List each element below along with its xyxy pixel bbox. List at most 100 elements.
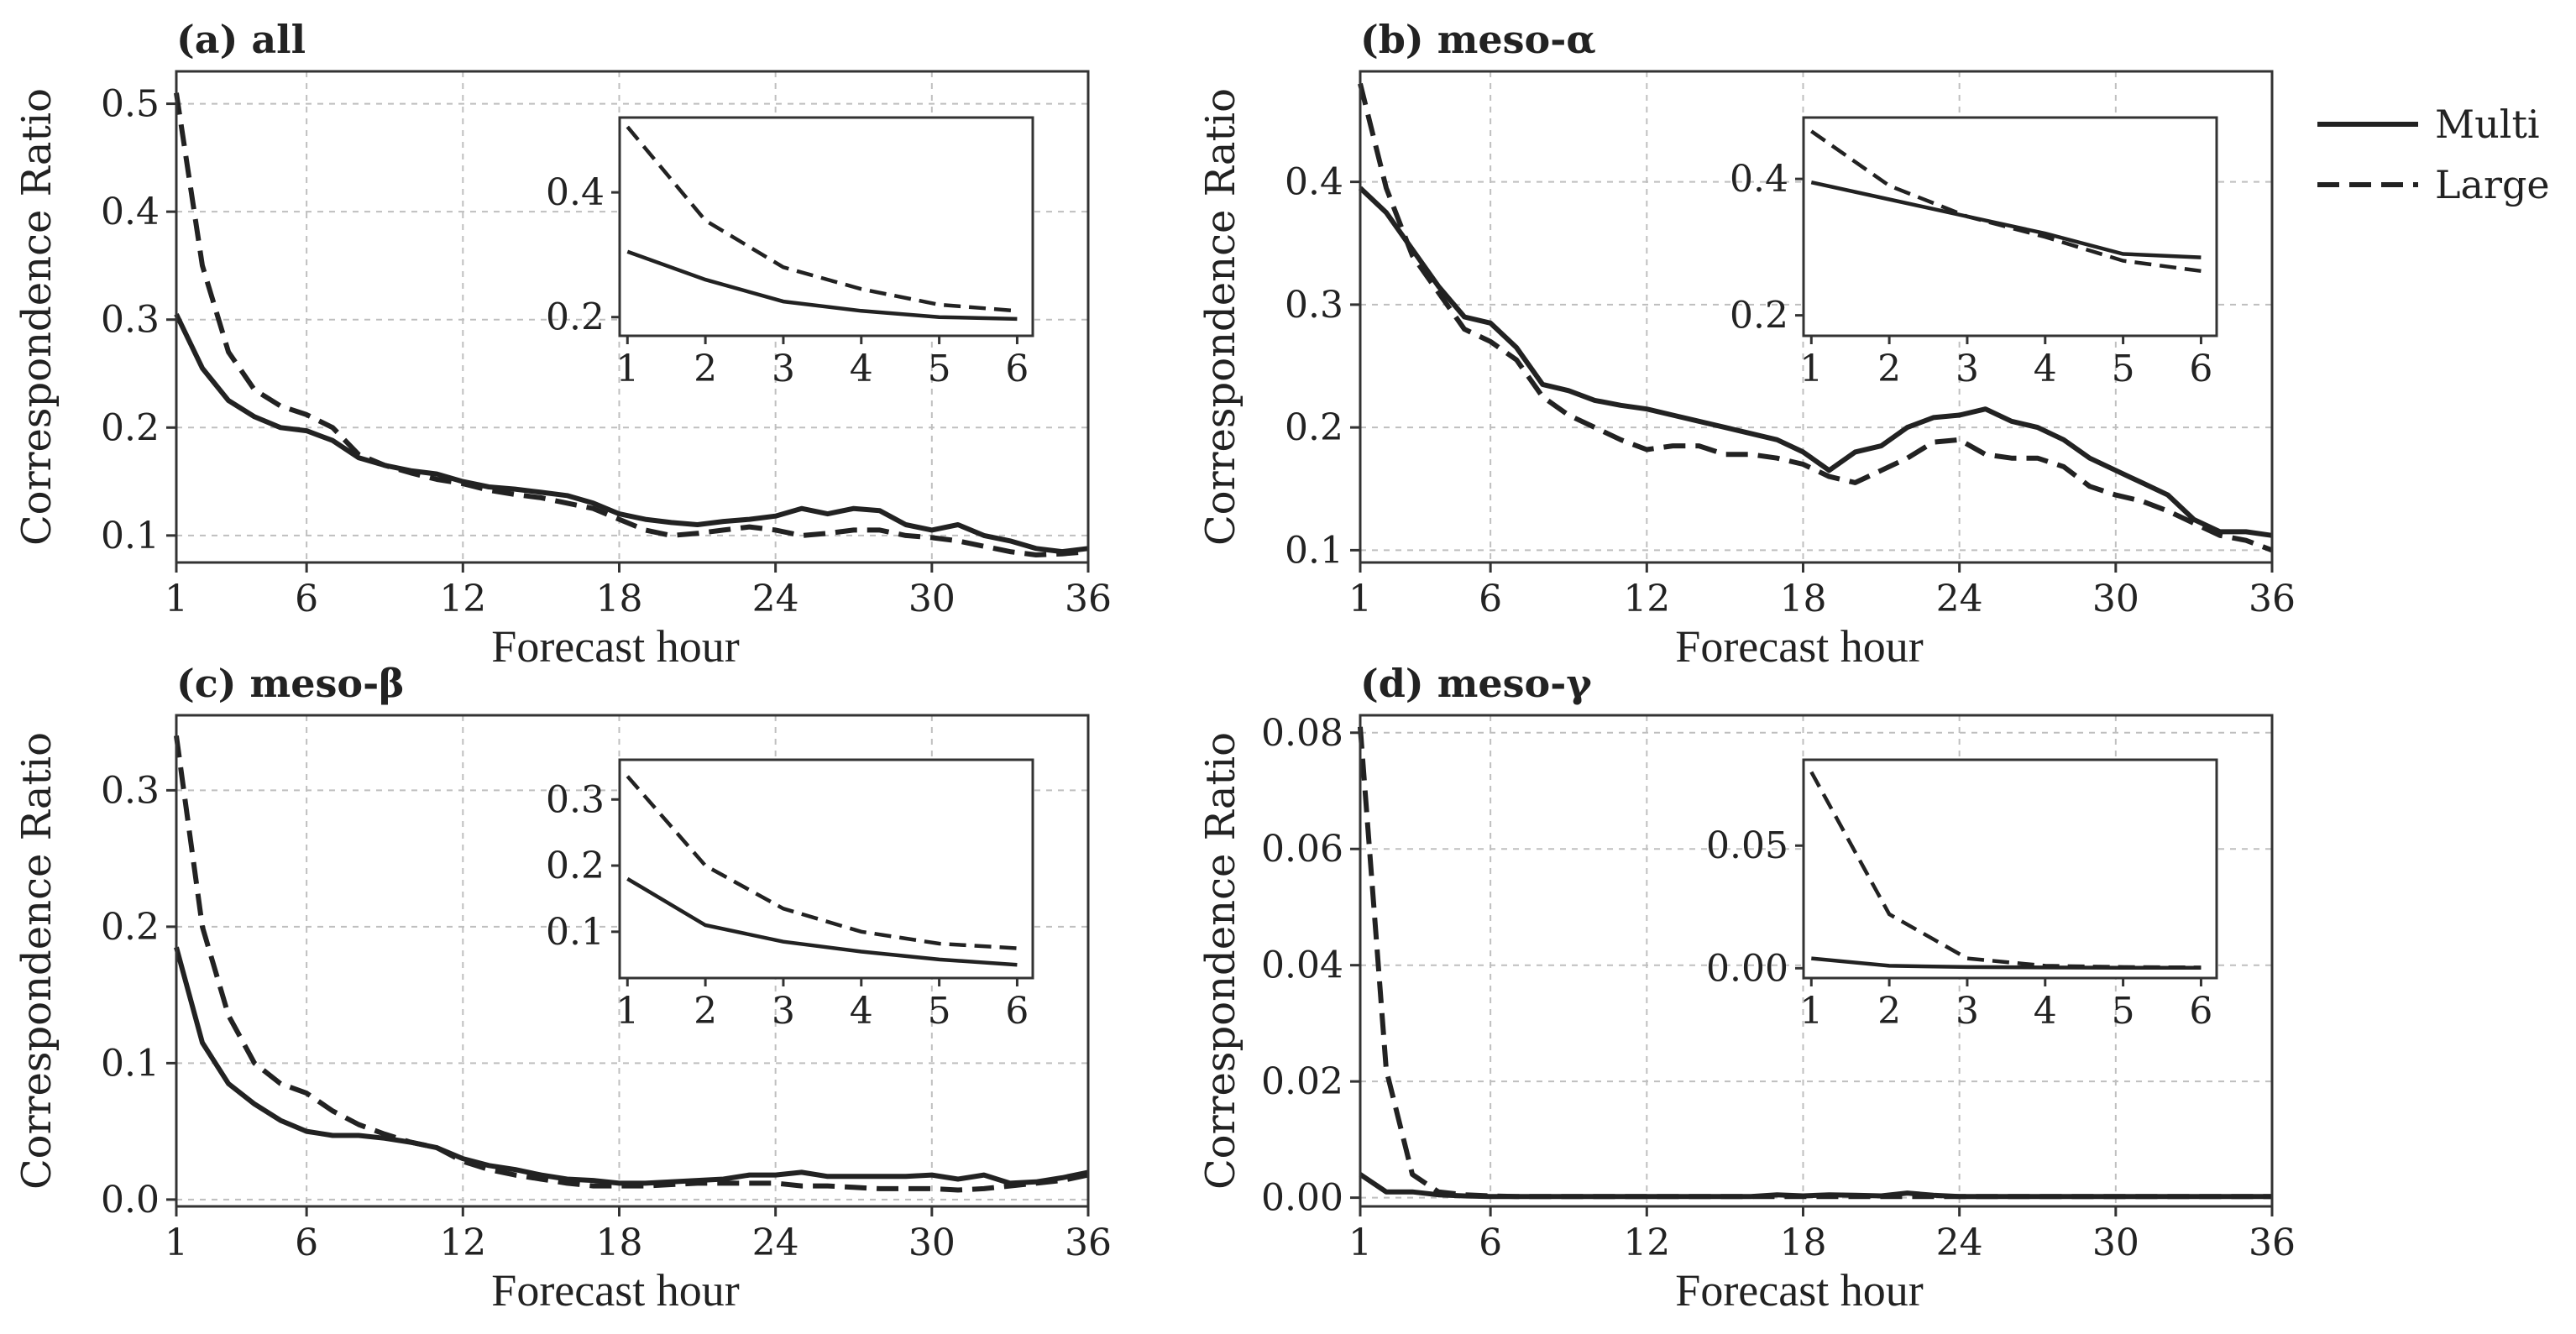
x-tick-label: 30: [2092, 578, 2139, 620]
inset-series-line-multi: [626, 249, 1018, 322]
x-tick-label: 24: [1936, 578, 1983, 620]
series-line-large: [174, 92, 1089, 557]
x-tick-label: 18: [595, 578, 642, 620]
series-line-large: [1358, 82, 2274, 553]
x-tick-label: 6: [295, 1222, 318, 1264]
y-tick-label: 0.2: [101, 406, 160, 449]
x-tick-label: 12: [1623, 578, 1670, 620]
plot-frame: [175, 714, 1090, 1208]
inset-y-tick-label: 0.00: [1706, 947, 1788, 990]
inset-x-tick-label: 6: [1005, 990, 1029, 1033]
inset-x-tick-label: 6: [1005, 348, 1029, 390]
legend-label-large: Large: [2435, 162, 2550, 207]
y-tick-label: 0.3: [1285, 284, 1343, 327]
series-line-multi: [174, 946, 1089, 1186]
x-tick-label: 6: [1479, 1222, 1502, 1264]
inset-x-tick-label: 2: [694, 348, 717, 390]
plot-frame: [1359, 714, 2274, 1208]
y-tick-label: 0.5: [101, 83, 160, 126]
series-line-multi: [1358, 186, 2273, 538]
inset-y-tick-label: 0.05: [1706, 824, 1788, 867]
series-line-multi: [1359, 1172, 2272, 1200]
inset-x-tick-label: 2: [1877, 348, 1901, 390]
y-axis-label: Correspondence Ratio: [13, 88, 60, 546]
inset-y-tick-label: 0.3: [546, 778, 605, 821]
x-tick-label: 12: [439, 578, 486, 620]
inset-2: 1 2 3 4 5 6 0.1 0.2 0.3: [546, 758, 1034, 1033]
panel-3: 1 6 12 18 24 30 360.000.020.040.060.08(d) meso…: [1197, 661, 2296, 1316]
inset-series-line-large: [1810, 129, 2202, 274]
y-tick-label: 0.00: [1261, 1177, 1343, 1220]
inset-x-tick-label: 5: [928, 348, 951, 390]
x-tick-label: 18: [1779, 1222, 1826, 1264]
inset-frame: [618, 758, 1034, 980]
inset-x-tick-label: 1: [1799, 990, 1823, 1033]
inset-y-tick-label: 0.2: [546, 845, 605, 887]
x-tick-label: 1: [1348, 578, 1372, 620]
plot-frame: [175, 70, 1090, 564]
inset-y-tick-label: 0.1: [546, 911, 605, 954]
series-line-large: [174, 735, 1089, 1193]
inset-y-tick-label: 0.2: [1730, 295, 1788, 337]
inset-x-tick-label: 1: [1799, 348, 1823, 390]
y-tick-label: 0.4: [1285, 161, 1343, 204]
y-tick-label: 0.1: [101, 515, 160, 557]
plot-frame: [1359, 70, 2274, 564]
y-tick-label: 0.3: [101, 769, 160, 812]
panel-title: (b) meso-α: [1360, 17, 1596, 62]
inset-x-tick-label: 1: [615, 348, 639, 390]
inset-series-line-multi: [1810, 180, 2202, 259]
inset-series-line-large: [626, 775, 1018, 950]
inset-1: 1 2 3 4 5 6 0.2 0.4: [1730, 116, 2218, 390]
y-axis-label: Correspondence Ratio: [1197, 88, 1244, 546]
y-tick-label: 0.08: [1261, 712, 1343, 755]
inset-series-line-large: [626, 125, 1018, 313]
panels: 1 6 12 18 24 30 360.10.20.30.40.5(a) allForeca…: [13, 17, 2296, 1316]
panel-2: 1 6 12 18 24 30 360.00.10.20.3(c) meso-βForeca…: [13, 661, 1112, 1316]
x-tick-label: 24: [1936, 1222, 1983, 1264]
panel-1: 1 6 12 18 24 30 360.10.20.30.4(b) meso-αForeca…: [1197, 17, 2296, 672]
x-tick-label: 12: [1623, 1222, 1670, 1264]
x-tick-label: 1: [165, 578, 188, 620]
panel-title: (c) meso-β: [176, 661, 405, 706]
inset-0: 1 2 3 4 5 6 0.2 0.4: [546, 116, 1034, 390]
y-tick-label: 0.3: [101, 299, 160, 342]
x-tick-label: 30: [2092, 1222, 2139, 1264]
inset-x-tick-label: 3: [772, 348, 795, 390]
series-line-multi: [174, 312, 1089, 555]
inset-y-tick-label: 0.2: [546, 296, 605, 339]
y-axis-label: Correspondence Ratio: [1197, 732, 1244, 1190]
inset-frame: [1802, 758, 2218, 980]
panel-title: (a) all: [176, 17, 306, 62]
inset-x-tick-label: 3: [1956, 348, 1979, 390]
legend-label-multi: Multi: [2435, 102, 2540, 147]
x-tick-label: 24: [752, 1222, 799, 1264]
inset-series-line-large: [1809, 771, 2202, 970]
x-tick-label: 6: [295, 578, 318, 620]
inset-x-tick-label: 2: [1877, 990, 1901, 1033]
y-tick-label: 0.4: [101, 191, 160, 233]
y-tick-label: 0.04: [1261, 944, 1343, 987]
x-tick-label: 30: [908, 578, 956, 620]
inset-x-tick-label: 4: [850, 348, 873, 390]
y-axis-label: Correspondence Ratio: [13, 732, 60, 1190]
panel-title: (d) meso-γ: [1360, 661, 1592, 706]
inset-y-tick-label: 0.4: [1730, 158, 1788, 201]
x-tick-label: 30: [908, 1222, 956, 1264]
x-axis-label: Forecast hour: [491, 621, 739, 672]
inset-x-tick-label: 3: [1956, 990, 1979, 1033]
inset-x-tick-label: 2: [694, 990, 717, 1033]
x-tick-label: 24: [752, 578, 799, 620]
x-axis-label: Forecast hour: [1675, 1265, 1923, 1316]
inset-x-tick-label: 6: [2189, 348, 2212, 390]
inset-x-tick-label: 5: [2112, 990, 2135, 1033]
y-tick-label: 0.06: [1261, 828, 1343, 871]
inset-series-line-multi: [626, 876, 1018, 967]
x-tick-label: 1: [165, 1222, 188, 1264]
x-tick-label: 36: [2249, 1222, 2296, 1264]
inset-y-tick-label: 0.4: [546, 171, 605, 214]
inset-x-tick-label: 5: [2112, 348, 2135, 390]
inset-x-tick-label: 6: [2189, 990, 2212, 1033]
inset-x-tick-label: 1: [615, 990, 639, 1033]
x-tick-label: 1: [1348, 1222, 1372, 1264]
